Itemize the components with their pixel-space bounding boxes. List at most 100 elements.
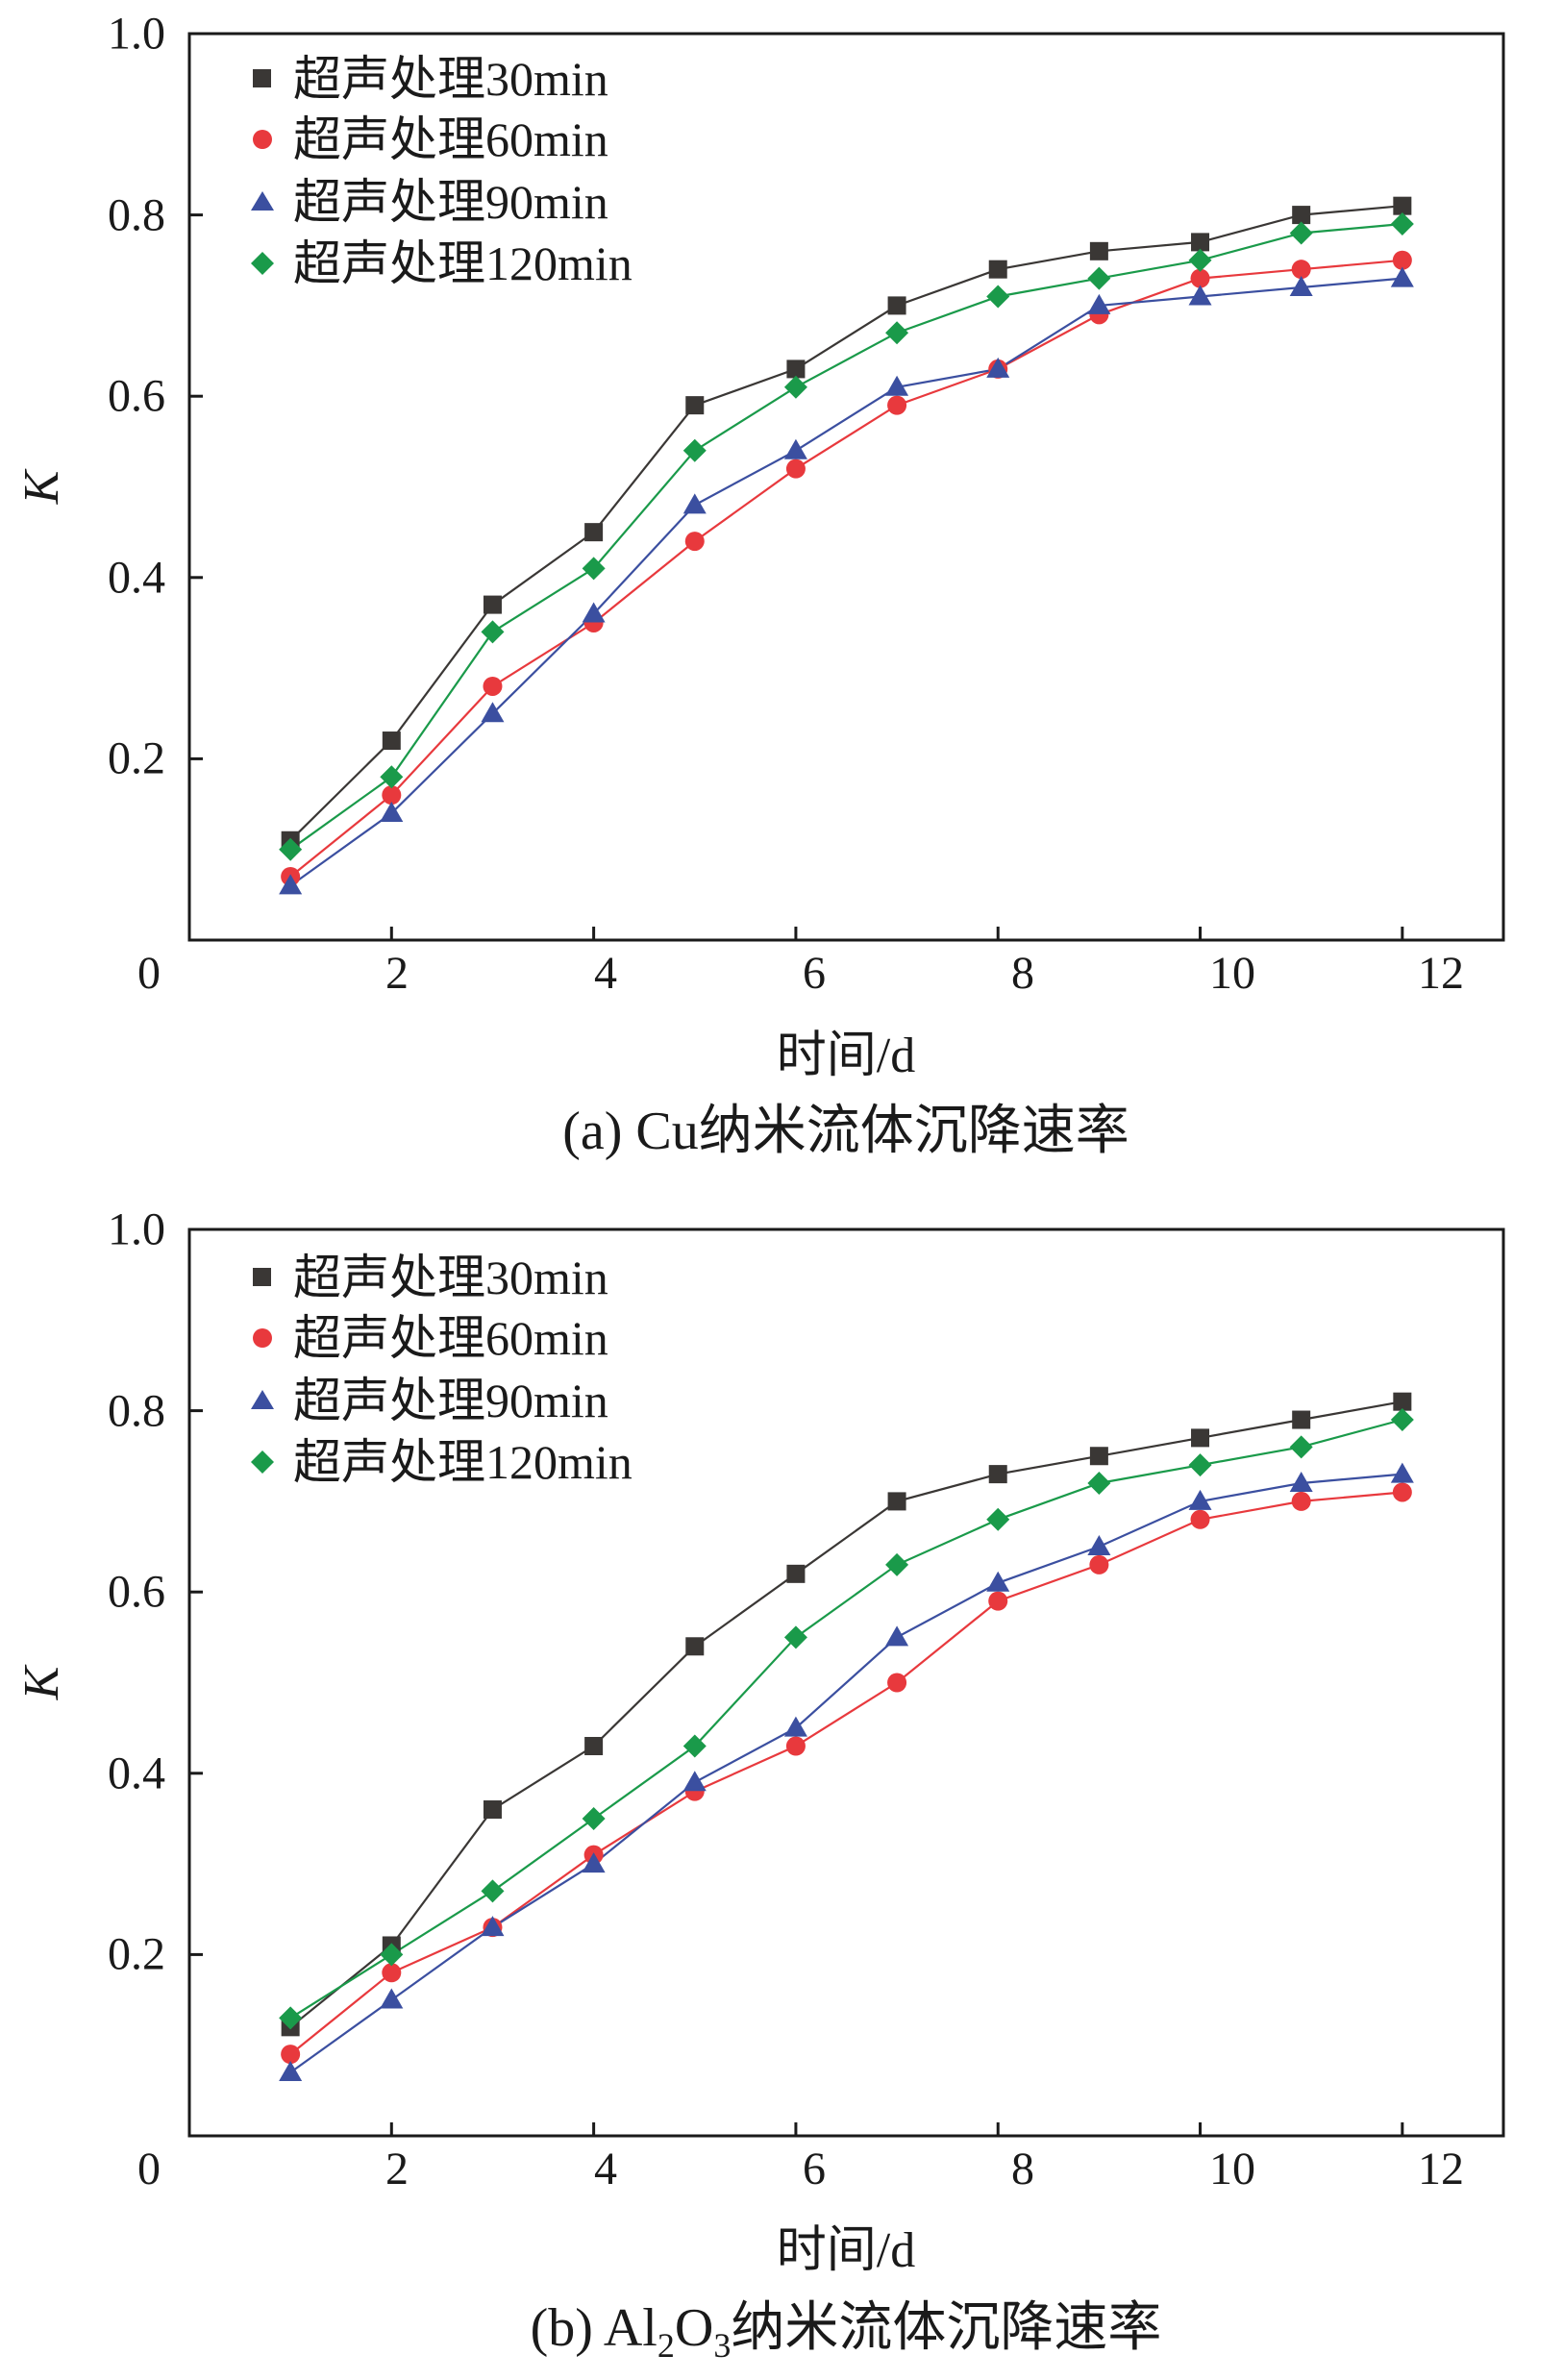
data-point-a-s1-x11 <box>1292 206 1311 225</box>
data-point-a-s4-x5 <box>682 438 707 462</box>
y-tick-label-a-1: 0.2 <box>108 733 165 784</box>
data-point-b-s3-x6 <box>783 1716 807 1737</box>
data-point-a-s3-x9 <box>1087 293 1111 314</box>
data-point-a-s4-x9 <box>1087 266 1111 290</box>
legend-b-marker-4 <box>251 1450 274 1474</box>
legend-a-label-3: 超声处理90min <box>293 175 608 229</box>
data-point-a-s1-x3 <box>483 595 502 614</box>
data-point-a-s3-x11 <box>1289 276 1313 297</box>
legend-a-marker-3 <box>251 191 274 211</box>
data-point-b-s2-x12 <box>1392 1482 1412 1502</box>
series-layer-a <box>279 196 1414 895</box>
data-point-a-s1-x8 <box>988 260 1007 279</box>
data-point-a-s1-x2 <box>382 731 401 751</box>
data-point-b-s2-x2 <box>382 1963 402 1983</box>
x-tick-label-a-2: 2 <box>385 948 409 999</box>
x-axis-label-a: 时间/d <box>777 1029 915 1083</box>
data-point-b-s3-x1 <box>279 2060 303 2081</box>
data-point-a-s1-x5 <box>685 396 705 415</box>
legend-b-label-1: 超声处理30min <box>293 1251 608 1304</box>
caption-b-sub1: 2 <box>657 2326 675 2365</box>
data-point-a-s2-x12 <box>1392 250 1412 270</box>
x-tick-label-a-12: 12 <box>1418 948 1464 999</box>
chart-panel-b: 0.2 0.4 0.6 0.8 1.0 0 2 4 6 8 10 12 时间/d… <box>14 1204 1505 2365</box>
x-tick-label-b-12: 12 <box>1418 2144 1464 2194</box>
y-tick-label-b-3: 0.6 <box>108 1567 165 1618</box>
data-point-a-s4-x6 <box>783 375 807 399</box>
data-point-b-s4-x2 <box>380 1943 404 1967</box>
data-point-b-s1-x12 <box>1393 1392 1412 1411</box>
data-point-b-s1-x3 <box>483 1800 502 1820</box>
x-tick-label-b-10: 10 <box>1209 2144 1255 2194</box>
data-point-b-s3-x9 <box>1087 1535 1111 1556</box>
y-tick-label-b-2: 0.4 <box>108 1748 165 1799</box>
x-tick-label-b-4: 4 <box>594 2144 617 2194</box>
data-point-b-s1-x11 <box>1292 1410 1311 1429</box>
y-tick-label-a-5: 1.0 <box>108 9 165 60</box>
legend-a-label-1: 超声处理30min <box>293 52 608 106</box>
caption-b-sub2: 3 <box>713 2326 731 2365</box>
data-point-b-s3-x12 <box>1390 1462 1414 1483</box>
data-point-a-s3-x2 <box>380 801 404 822</box>
legend-b-label-2: 超声处理60min <box>293 1311 608 1365</box>
legend-a-marker-1 <box>253 69 271 87</box>
data-point-a-s4-x3 <box>481 620 505 644</box>
legend-a-marker-2 <box>253 130 272 149</box>
data-point-b-s1-x9 <box>1089 1447 1108 1466</box>
data-point-a-s2-x10 <box>1190 268 1210 288</box>
data-point-a-s4-x2 <box>380 765 404 789</box>
x-tick-label-a-0: 0 <box>137 948 161 999</box>
data-point-b-s3-x3 <box>481 1916 505 1937</box>
x-tick-label-b-6: 6 <box>803 2144 826 2194</box>
data-point-a-s1-x4 <box>584 523 604 542</box>
series-line-b-3 <box>289 1473 1402 2073</box>
data-point-a-s2-x5 <box>684 532 705 552</box>
data-point-b-s4-x5 <box>682 1734 707 1758</box>
data-point-b-s4-x6 <box>783 1625 807 1649</box>
data-point-a-s1-x9 <box>1089 241 1108 260</box>
x-tick-label-b-0: 0 <box>137 2144 161 2194</box>
caption-b-mid: O <box>675 2298 713 2358</box>
x-tick-label-b-8: 8 <box>1011 2144 1034 2194</box>
y-axis-label-a: K <box>14 468 69 505</box>
chart-panel-a: 0.2 0.4 0.6 0.8 1.0 0 2 4 6 8 10 12 时间/d… <box>14 9 1505 1161</box>
data-point-b-s4-x8 <box>986 1507 1010 1531</box>
data-point-b-s3-x10 <box>1188 1489 1212 1510</box>
data-point-a-s4-x11 <box>1289 221 1313 245</box>
data-point-b-s2-x10 <box>1190 1509 1210 1529</box>
legend-b-marker-2 <box>253 1328 272 1348</box>
legend-a-marker-4 <box>251 252 274 275</box>
legend-a-label-4: 超声处理120min <box>293 236 633 290</box>
data-point-a-s1-x6 <box>786 359 806 379</box>
legend-b-marker-3 <box>251 1390 274 1409</box>
series-line-b-4 <box>289 1418 1403 2020</box>
data-point-a-s1-x12 <box>1393 196 1412 215</box>
y-tick-label-a-4: 0.8 <box>108 190 165 241</box>
data-point-b-s3-x2 <box>380 1988 404 2009</box>
data-point-b-s4-x4 <box>582 1806 606 1830</box>
data-point-a-s4-x12 <box>1390 212 1414 236</box>
data-point-a-s3-x6 <box>783 438 807 459</box>
data-point-b-s2-x8 <box>988 1591 1008 1611</box>
data-point-b-s4-x12 <box>1390 1408 1414 1432</box>
data-point-a-s1-x10 <box>1191 233 1210 252</box>
series-layer-b <box>279 1392 1414 2081</box>
y-tick-label-b-4: 0.8 <box>108 1386 165 1437</box>
y-tick-label-b-5: 1.0 <box>108 1204 165 1255</box>
series-line-b-1 <box>289 1401 1402 2028</box>
y-tick-label-b-1: 0.2 <box>108 1929 165 1980</box>
data-point-a-s3-x4 <box>582 602 606 623</box>
legend-b-marker-1 <box>253 1268 271 1286</box>
plot-frame-a <box>187 32 1505 942</box>
data-point-b-s1-x8 <box>988 1465 1007 1484</box>
series-line-a-3 <box>289 277 1402 887</box>
caption-b-suffix: 纳米流体沉降速率 <box>731 2298 1161 2358</box>
data-point-a-s3-x12 <box>1390 266 1414 287</box>
data-point-b-s1-x10 <box>1191 1428 1210 1448</box>
data-point-b-s2-x1 <box>281 2045 301 2065</box>
data-point-a-s3-x1 <box>279 874 303 895</box>
data-point-b-s1-x6 <box>786 1564 806 1583</box>
data-point-a-s2-x2 <box>382 785 402 806</box>
data-point-b-s3-x8 <box>986 1571 1010 1592</box>
